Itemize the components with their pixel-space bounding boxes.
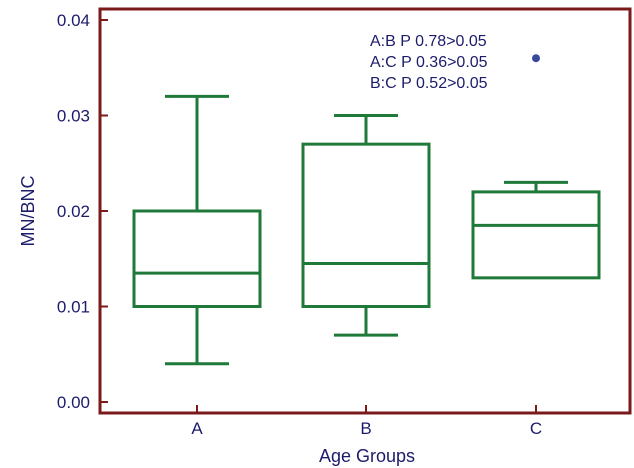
x-axis: A B C — [191, 405, 542, 438]
box-series — [132, 94, 601, 366]
y-axis: 0.00 0.01 0.02 0.03 0.04 — [57, 11, 108, 412]
box-body — [132, 209, 262, 308]
box-body — [301, 142, 431, 308]
outlier-point — [532, 54, 540, 63]
annotation-1: A:B P 0.78>0.05 — [370, 33, 487, 50]
box-body — [471, 190, 601, 280]
y-tick-label: 0.04 — [57, 11, 90, 30]
y-axis-title: MN/BNC — [18, 176, 38, 247]
box-B — [301, 114, 431, 337]
box-A — [132, 94, 262, 366]
annotation-2: A:C P 0.36>0.05 — [370, 54, 488, 71]
annotation-3: B:C P 0.52>0.05 — [370, 75, 488, 92]
annotation-block: A:B P 0.78>0.05 A:C P 0.36>0.05 B:C P 0.… — [370, 33, 488, 92]
x-axis-title: Age Groups — [319, 446, 415, 466]
box-C — [471, 180, 601, 280]
y-tick-label: 0.01 — [57, 298, 90, 317]
x-tick-label: B — [360, 419, 371, 438]
y-tick-label: 0.00 — [57, 393, 90, 412]
outlier-points — [532, 54, 540, 63]
y-tick-label: 0.02 — [57, 202, 90, 221]
x-tick-label: C — [530, 419, 542, 438]
y-tick-label: 0.03 — [57, 107, 90, 126]
x-tick-label: A — [191, 419, 203, 438]
